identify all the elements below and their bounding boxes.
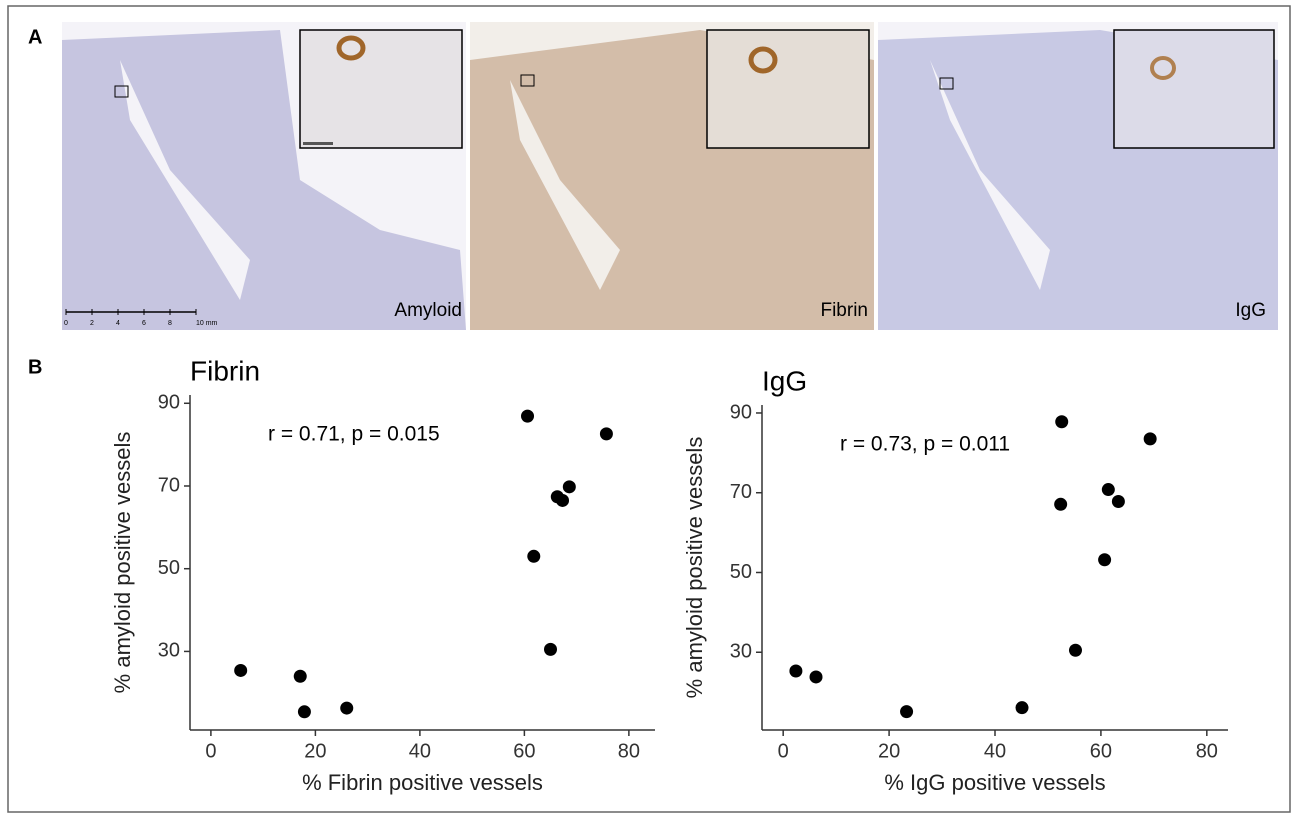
y-tick-label: 30 [730,641,752,663]
point [599,427,613,441]
image-label: Amyloid [394,300,462,321]
vessel [1150,56,1176,80]
scale-label: 4 [116,320,120,327]
vessel [336,35,366,61]
roi-box [939,77,954,90]
y-tick-label: 90 [158,392,180,414]
x-tick-label: 20 [304,740,326,762]
point [900,705,914,719]
inset [1113,29,1275,149]
y-tick-label: 50 [158,557,180,579]
x-tick-label: 80 [618,740,640,762]
point [562,480,576,494]
x-tick-label: 80 [1196,740,1218,762]
sulcus [510,80,620,290]
point [340,701,354,715]
point [1101,483,1115,497]
x-axis-title: % IgG positive vessels [884,770,1105,795]
point [1111,495,1125,509]
y-tick-label: 30 [158,640,180,662]
x-tick-label: 0 [778,740,789,762]
y-tick-label: 50 [730,561,752,583]
annotation: r = 0.73, p = 0.011 [840,433,1010,456]
scale-labels: 0 2 4 6 8 10 mm [64,309,218,327]
point [1055,415,1069,429]
x-tick-label: 60 [1090,740,1112,762]
point [1015,701,1029,715]
tissue [62,30,466,330]
y-tick-label: 70 [730,481,752,503]
inset [706,29,870,149]
point [234,663,248,677]
y-axis-title: % amyloid positive vessels [110,432,135,694]
point [297,705,311,719]
point [544,642,558,656]
point [293,669,307,683]
image-label: IgG [1235,300,1266,321]
x-tick-label: 20 [878,740,900,762]
roi-box [114,85,129,98]
x-axis-title: % Fibrin positive vessels [302,770,543,795]
y-tick-label: 90 [730,401,752,423]
vessel [748,46,778,74]
point [1143,432,1157,446]
x-tick-label: 40 [984,740,1006,762]
scale-label: 6 [142,320,146,327]
point [809,670,823,684]
x-tick-label: 0 [205,740,216,762]
scale-label: 0 [64,320,68,327]
scale-label: 2 [90,320,94,327]
x-tick-label: 40 [409,740,431,762]
point [521,409,535,423]
sulcus [930,60,1050,290]
point [1098,553,1112,567]
inset-scale [303,142,333,145]
inset [299,29,463,149]
annotation: r = 0.71, p = 0.015 [268,423,440,446]
y-axis-title: % amyloid positive vessels [682,437,707,699]
x-tick-label: 60 [513,740,535,762]
point [1054,497,1068,511]
scale-label: 8 [168,320,172,327]
sulcus [120,60,250,300]
plot-title: Fibrin [190,355,260,386]
panel-letter: B [28,356,42,378]
micrographs: 0 2 4 6 8 10 mm Amyloid Fibrin IgG [62,22,1278,330]
point [556,493,570,507]
plot-title: IgG [762,365,807,396]
image-label: Fibrin [820,300,868,321]
roi-box [520,74,535,87]
point [527,549,541,563]
point [789,664,803,678]
panel-letter: A [28,26,42,48]
point [1068,643,1082,657]
scale-label: 10 mm [196,320,218,327]
y-tick-label: 70 [158,474,180,496]
